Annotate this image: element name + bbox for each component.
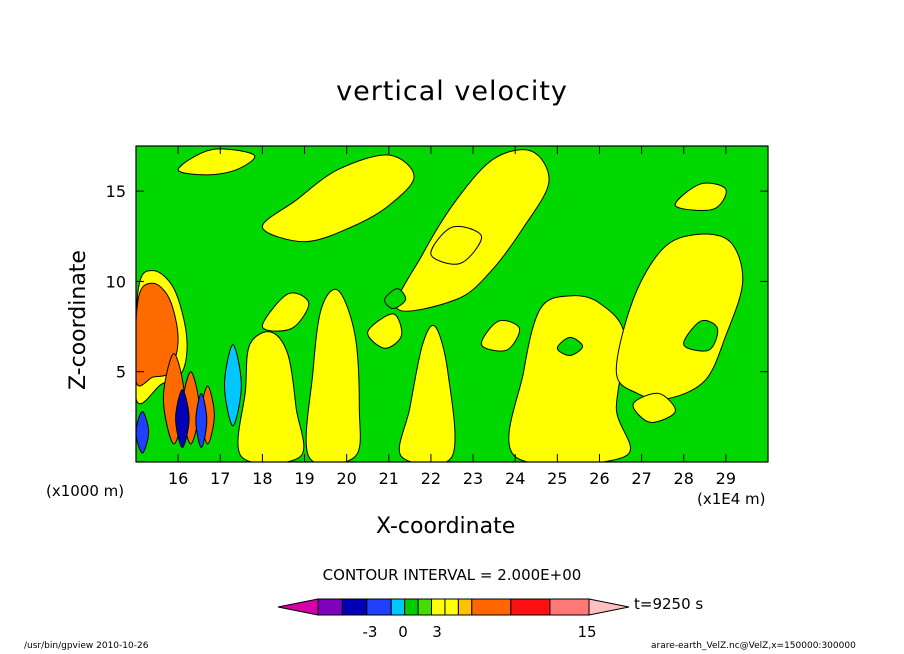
positive-region-10 [367, 313, 403, 349]
x-tick-label: 29 [716, 469, 736, 488]
colorbar-swatch [404, 598, 419, 616]
positive-region-12 [674, 182, 727, 211]
colorbar-swatch [510, 598, 551, 616]
footer-right: arare-earth_VelZ.nc@VelZ,x=150000:300000 [651, 641, 856, 651]
x-tick-label: 24 [505, 469, 525, 488]
x-tick-label: 23 [463, 469, 483, 488]
convective-cell-6 [136, 410, 150, 454]
x-tick-label: 21 [379, 469, 399, 488]
positive-region-5 [261, 154, 415, 243]
x-tick-label: 25 [547, 469, 567, 488]
colorbar-swatch [444, 598, 459, 616]
positive-region-2 [398, 324, 456, 462]
negative-hole-1 [556, 336, 584, 356]
x-tick-label: 16 [168, 469, 188, 488]
chart-title: vertical velocity [336, 76, 568, 107]
x-tick-label: 27 [631, 469, 651, 488]
x-tick-label: 19 [294, 469, 314, 488]
y-tick-label: 5 [116, 363, 126, 382]
colorbar-swatch [471, 598, 512, 616]
y-tick-label: 15 [106, 182, 126, 201]
negative-hole-0 [683, 319, 719, 352]
positive-region-13 [632, 392, 676, 423]
positive-region-11 [480, 319, 521, 352]
colorbar-high-extend [588, 598, 630, 616]
x-axis-unit-label-2: (x1E4 m) [697, 490, 766, 508]
convective-cell-5 [223, 344, 242, 427]
convective-cell-4 [195, 392, 208, 449]
x-tick-label: 26 [589, 469, 609, 488]
x-tick-label: 22 [421, 469, 441, 488]
colorbar-low-extend [277, 598, 319, 616]
colorbar-swatch [366, 598, 392, 616]
colorbar-tick-label: 15 [577, 623, 596, 641]
contour-interval-label: CONTOUR INTERVAL = 2.000E+00 [322, 566, 582, 584]
colorbar-swatch [390, 598, 406, 616]
colorbar-tick-label: 3 [432, 623, 442, 641]
x-axis-label: X-coordinate [376, 514, 516, 539]
positive-region-9 [261, 292, 310, 332]
negative-hole-2 [384, 288, 407, 310]
positive-region-0 [237, 331, 305, 462]
y-tick-label: 10 [106, 272, 126, 291]
colorbar-tick-label: -3 [363, 623, 378, 641]
time-label: t=9250 s [634, 595, 704, 613]
x-tick-label: 17 [210, 469, 230, 488]
updraft-cell-max [136, 282, 179, 387]
x-tick-label: 28 [674, 469, 694, 488]
x-axis-unit-label: (x1000 m) [46, 482, 125, 500]
plot-frame [135, 145, 769, 463]
colorbar-swatch [457, 598, 473, 616]
positive-region-3 [508, 295, 631, 462]
colorbar-swatch [549, 598, 590, 616]
x-tick-label: 20 [336, 469, 356, 488]
footer-left: /usr/bin/gpview 2010-10-26 [24, 641, 149, 651]
y-axis-label: Z-coordinate [66, 250, 91, 390]
colorbar-swatch [317, 598, 343, 616]
convective-cell-3 [175, 389, 190, 449]
field-layer [136, 146, 768, 462]
colorbar-swatch [431, 598, 446, 616]
positive-region-1 [305, 288, 361, 462]
colorbar-swatch [341, 598, 368, 616]
positive-region-8 [177, 148, 256, 176]
colorbar-tick-label: 0 [398, 623, 408, 641]
x-tick-label: 18 [252, 469, 272, 488]
colorbar-swatch [417, 598, 433, 616]
positive-region-7 [430, 226, 482, 265]
